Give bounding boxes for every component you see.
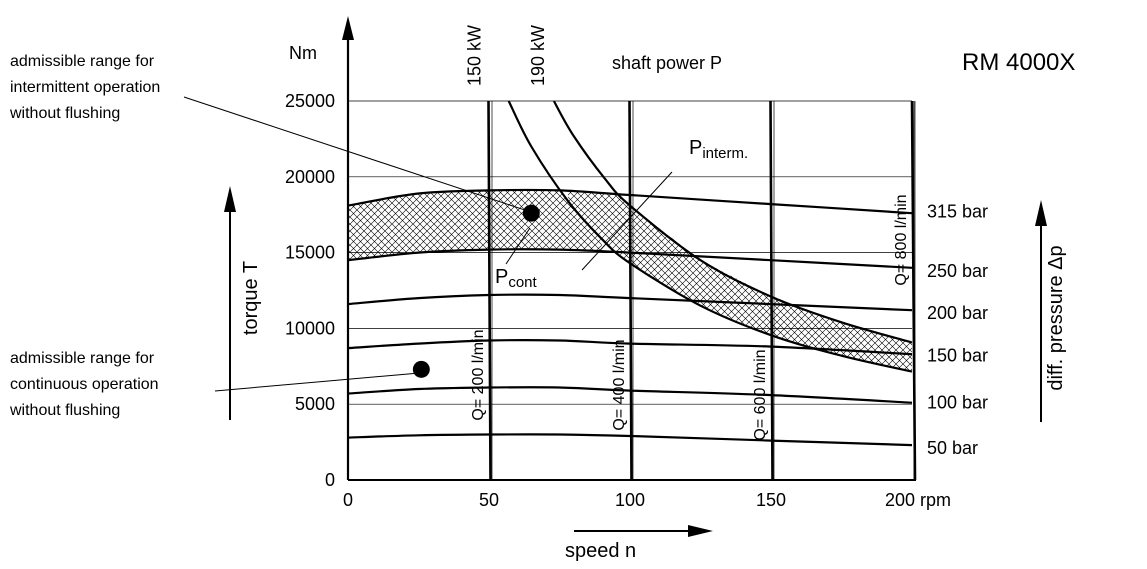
annotation-dot	[412, 360, 430, 378]
y-tick-label: 5000	[295, 394, 335, 414]
p-cont-sub: cont	[508, 274, 537, 291]
x-tick-label: 150	[756, 490, 786, 510]
y-tick-label: 15000	[285, 243, 335, 263]
power-curves: 150 kW 190 kW	[465, 25, 913, 373]
torque-arrowhead	[224, 186, 236, 212]
pressure-curve-label: 50 bar	[927, 438, 978, 458]
p-cont-label: Pcont	[495, 266, 538, 291]
power-curve	[552, 100, 913, 344]
pressure-curve-label: 100 bar	[927, 393, 988, 413]
x-tick-label: 200 rpm	[885, 490, 951, 510]
tick-labels: 0 5000 10000 15000 20000 25000 0 50 100 150 200 rp…	[285, 91, 951, 510]
axes	[224, 16, 1047, 537]
pressure-curve	[347, 248, 913, 269]
flow-line-label: Q= 800 l/min	[893, 194, 910, 285]
shaft-power-label: shaft power P	[612, 53, 722, 73]
annotation-dot	[522, 204, 540, 222]
pressure-curve	[347, 188, 913, 215]
annotation-text: intermittent operation	[10, 79, 160, 96]
annotation-text: admissible range for	[10, 53, 155, 70]
annotation-text: admissible range for	[10, 350, 155, 367]
flow-line-label: Q= 200 l/min	[470, 329, 487, 420]
power-curve	[507, 100, 913, 373]
pressure-curve-label: 315 bar	[927, 202, 988, 222]
y-tick-label: 0	[325, 470, 335, 490]
pressure-curve	[347, 339, 913, 356]
pressure-curve	[347, 433, 913, 447]
p-interm-sub: interm.	[702, 145, 748, 162]
p-interm-main: P	[689, 137, 702, 159]
annotation-leader	[183, 96, 526, 211]
pressure-curve-label: 250 bar	[927, 261, 988, 281]
annotation-text: continuous operation	[10, 376, 159, 393]
x-tick-label: 100	[615, 490, 645, 510]
p-interm-leader	[581, 171, 673, 271]
p-interm-label: Pinterm.	[689, 137, 748, 162]
pressure-curve	[347, 386, 913, 404]
flow-line	[487, 100, 492, 481]
pressure-curve-label: 150 bar	[927, 346, 988, 366]
pressure-arrowhead	[1035, 200, 1047, 226]
pressure-curves: 315 bar 250 bar 200 bar 150 bar 100 bar 50 ba…	[347, 188, 988, 458]
flow-line	[910, 100, 917, 481]
p-cont-main: P	[495, 266, 508, 288]
x-axis-label: speed n	[565, 540, 636, 562]
y-tick-label: 20000	[285, 167, 335, 187]
x-tick-label: 50	[479, 490, 499, 510]
pressure-curve	[347, 293, 913, 312]
annotation-text: without flushing	[9, 402, 120, 419]
x-tick-label: 0	[343, 490, 353, 510]
chart-title: RM 4000X	[962, 49, 1075, 76]
y-tick-label: 25000	[285, 91, 335, 111]
y-axis-label: torque T	[240, 261, 262, 335]
annotation-leader	[214, 372, 416, 392]
y-axis-unit: Nm	[289, 43, 317, 63]
annotation-text: without flushing	[9, 105, 120, 122]
flow-line	[769, 100, 774, 481]
y-axis-arrowhead	[342, 16, 354, 40]
y-tick-label: 10000	[285, 318, 335, 338]
speed-arrowhead	[688, 525, 713, 537]
power-curve-label: 150 kW	[465, 25, 485, 86]
pressure-curve-label: 200 bar	[927, 303, 988, 323]
hatch-continuous-region	[348, 190, 602, 261]
p-cont-leader	[505, 227, 531, 265]
flow-line	[628, 100, 633, 481]
flow-line-label: Q= 400 l/min	[611, 339, 628, 430]
annotations: admissible range for intermittent operati…	[9, 53, 673, 419]
right-axis-label: diff. pressure Δp	[1045, 245, 1067, 390]
power-curve-label: 190 kW	[528, 25, 548, 86]
